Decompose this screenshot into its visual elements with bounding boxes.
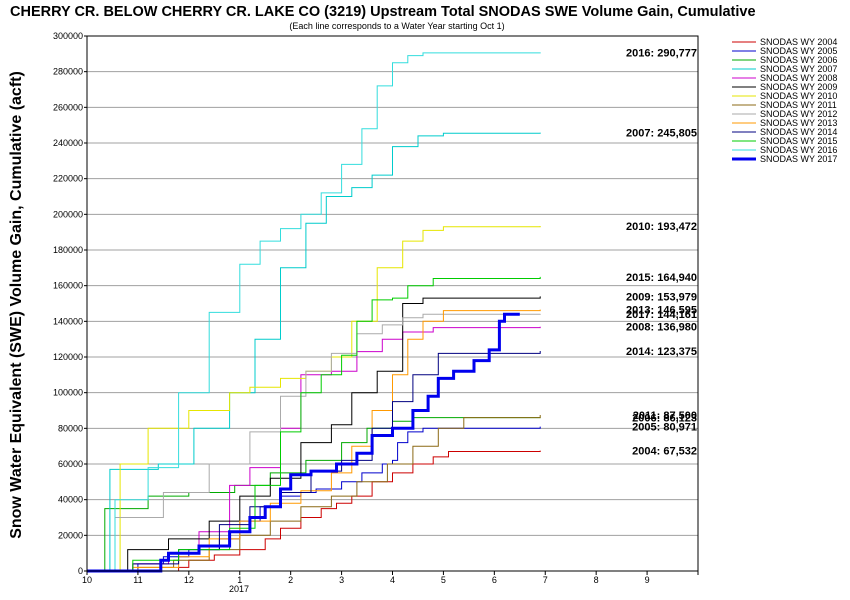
- legend-label: SNODAS WY 2004: [760, 37, 837, 47]
- series-line-snodas-wy-2008: [87, 326, 541, 572]
- x-tick-label: 11: [133, 575, 142, 585]
- x-tick-label: 6: [492, 575, 497, 585]
- y-tick-label: 120000: [53, 352, 83, 362]
- end-label: 2004: 67,532: [632, 446, 697, 458]
- x-tick-label: 5: [441, 575, 446, 585]
- y-tick-label: 100000: [53, 388, 83, 398]
- legend-label: SNODAS WY 2012: [760, 109, 837, 119]
- x-axis-ticks: 10 11 12 1 2 3 4 5 6 7 8 9: [82, 571, 699, 585]
- series-line-snodas-wy-2006: [87, 417, 541, 572]
- series-line-snodas-wy-2014: [87, 351, 541, 572]
- series-line-snodas-wy-2015: [87, 276, 541, 572]
- end-label: 2013: 146,595: [626, 305, 697, 317]
- end-label: 2009: 153,979: [626, 291, 697, 303]
- series-line-snodas-wy-2004: [87, 450, 541, 572]
- end-label: 2017: 144,161: [626, 309, 697, 321]
- series-line-snodas-wy-2017: [87, 312, 520, 573]
- x-tick-label: 3: [339, 575, 344, 585]
- series-line-snodas-wy-2016: [87, 52, 541, 572]
- x-tick-label: 12: [184, 575, 194, 585]
- end-label: 2014: 123,375: [626, 346, 697, 358]
- y-tick-label: 300000: [53, 31, 83, 41]
- legend-label: SNODAS WY 2011: [760, 100, 837, 110]
- end-label: 2010: 193,472: [626, 221, 697, 233]
- y-tick-label: 180000: [53, 245, 83, 255]
- y-axis-label: Snow Water Equivalent (SWE) Volume Gain,…: [8, 71, 25, 539]
- plot-frame: [86, 35, 699, 572]
- chart-title: CHERRY CR. BELOW CHERRY CR. LAKE CO (321…: [10, 4, 756, 20]
- legend-label: SNODAS WY 2016: [760, 145, 837, 155]
- y-tick-label: 240000: [53, 138, 83, 148]
- end-label: 2011: 87,500: [633, 410, 697, 422]
- x-tick-label: 10: [82, 575, 92, 585]
- y-tick-label: 280000: [53, 67, 83, 77]
- y-tick-label: 200000: [53, 209, 83, 219]
- x-tick-label: 9: [645, 575, 650, 585]
- legend-label: SNODAS WY 2014: [760, 127, 837, 137]
- x-tick-label: 4: [390, 575, 395, 585]
- end-label: 2015: 164,940: [626, 272, 697, 284]
- end-label: 2016: 290,777: [626, 47, 697, 59]
- legend-label: SNODAS WY 2008: [760, 73, 837, 83]
- y-tick-label: 160000: [53, 281, 83, 291]
- y-tick-label: 40000: [58, 495, 83, 505]
- x-tick-label: 8: [594, 575, 599, 585]
- series-lines: [87, 52, 541, 573]
- end-label: 2008: 136,980: [626, 322, 697, 334]
- legend-label: SNODAS WY 2007: [760, 64, 837, 74]
- series-line-snodas-wy-2010: [87, 226, 541, 572]
- end-label: 2006: 86,123: [632, 412, 697, 424]
- legend-label: SNODAS WY 2017: [760, 154, 837, 164]
- y-axis-ticks: 0 20000 40000 60000 80000 100000 120000 140000 1…: [53, 31, 87, 576]
- series-line-snodas-wy-2009: [87, 296, 541, 572]
- x-tick-label: 1: [237, 575, 242, 585]
- y-tick-label: 0: [78, 566, 83, 576]
- series-line-snodas-wy-2007: [87, 132, 541, 572]
- legend-label: SNODAS WY 2013: [760, 118, 837, 128]
- legend-label: SNODAS WY 2015: [760, 136, 837, 146]
- year-label: 2017: [229, 584, 249, 594]
- x-tick-label: 7: [543, 575, 548, 585]
- y-tick-label: 220000: [53, 174, 83, 184]
- y-tick-label: 60000: [58, 459, 83, 469]
- legend-label: SNODAS WY 2005: [760, 46, 837, 56]
- y-tick-label: 20000: [58, 530, 83, 540]
- legend-label: SNODAS WY 2010: [760, 91, 837, 101]
- series-line-snodas-wy-2013: [87, 309, 541, 572]
- legend-label: SNODAS WY 2009: [760, 82, 837, 92]
- series-line-snodas-wy-2012: [87, 313, 541, 572]
- x-tick-label: 2: [288, 575, 293, 585]
- y-tick-label: 80000: [58, 423, 83, 433]
- end-label: 2007: 245,805: [626, 128, 697, 140]
- end-label: 2005: 80,971: [632, 422, 697, 434]
- chart-subtitle: (Each line corresponds to a Water Year s…: [289, 21, 504, 31]
- legend-label: SNODAS WY 2006: [760, 55, 837, 65]
- y-tick-label: 140000: [53, 316, 83, 326]
- y-tick-label: 260000: [53, 102, 83, 112]
